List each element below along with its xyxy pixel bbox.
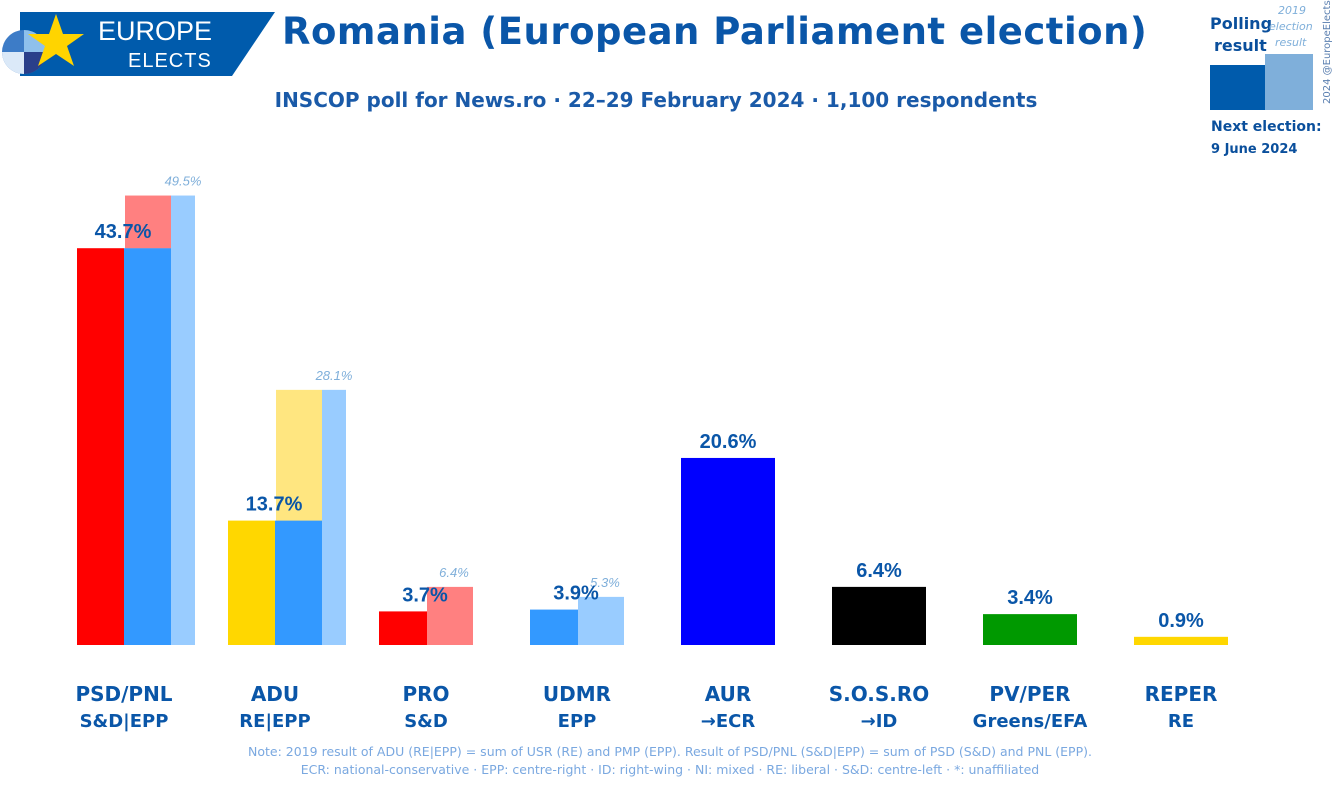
prev-bar-0-seg-1: [125, 195, 171, 249]
value-label-0: 43.7%: [95, 221, 152, 243]
legend-prev-line2: election: [1269, 20, 1313, 33]
legend-swatch-previous: [1265, 54, 1313, 110]
legend-prev-line3: result: [1275, 36, 1307, 49]
category-name-1: ADU: [250, 682, 300, 706]
bar-6: [983, 614, 1077, 645]
legend-next-election-label: Next election:: [1211, 119, 1322, 135]
prev-value-label-1: 28.1%: [315, 368, 353, 383]
category-name-4: AUR: [704, 682, 752, 706]
logo-text-europe: EUROPE: [98, 16, 212, 46]
legend-next-election-date: 9 June 2024: [1211, 142, 1298, 157]
prev-bar-0-seg-0: [125, 248, 171, 646]
bar-5: [832, 586, 926, 645]
prev-bar-2-seg-0: [427, 586, 473, 645]
prev-bar-1-edge: [322, 389, 346, 645]
note-line-1: Note: 2019 result of ADU (RE|EPP) = sum …: [248, 744, 1092, 759]
bar-4: [681, 457, 775, 645]
category-group-4: →ECR: [700, 711, 756, 732]
prev-value-label-0: 49.5%: [165, 174, 202, 189]
europe-elects-logo: EUROPE ELECTS: [0, 0, 280, 78]
prev-value-label-2: 6.4%: [439, 565, 469, 580]
category-name-0: PSD/PNL: [75, 682, 173, 706]
legend-polling-line2: result: [1214, 36, 1267, 55]
category-name-3: UDMR: [542, 682, 612, 706]
category-group-7: RE: [1167, 711, 1195, 732]
legend-prev-line1: 2019: [1278, 4, 1306, 17]
value-label-5: 6.4%: [856, 560, 902, 582]
chart-title: Romania (European Parliament election): [282, 10, 1148, 53]
chart-subtitle: INSCOP poll for News.ro · 22–29 February…: [274, 88, 1038, 112]
legend-polling-line1: Polling: [1210, 14, 1273, 33]
value-label-7: 0.9%: [1158, 610, 1204, 632]
value-label-6: 3.4%: [1007, 587, 1053, 609]
prev-bar-1-seg-1: [276, 389, 322, 521]
legend-swatch-polling: [1210, 65, 1265, 110]
category-group-3: EPP: [557, 711, 597, 732]
category-name-2: PRO: [402, 682, 450, 706]
legend: Polling result 2019 election result 2024…: [1200, 0, 1334, 170]
bar-0-part-a: [77, 248, 124, 646]
note-line-2: ECR: national-conservative · EPP: centre…: [300, 762, 1040, 777]
value-label-4: 20.6%: [700, 431, 757, 453]
category-group-2: S&D: [404, 711, 448, 732]
prev-bar-0-edge: [171, 195, 195, 646]
bar-1-part-a: [228, 520, 275, 645]
logo-text-elects: ELECTS: [128, 50, 212, 72]
category-name-6: PV/PER: [989, 682, 1071, 706]
category-name-5: S.O.S.RO: [828, 682, 930, 706]
prev-value-label-3: 5.3%: [590, 575, 620, 590]
category-group-0: S&D|EPP: [79, 711, 169, 732]
prev-bar-1-seg-0: [276, 520, 322, 645]
value-label-1: 13.7%: [246, 494, 303, 516]
value-label-3: 3.9%: [553, 583, 599, 605]
prev-bar-3-seg-0: [578, 596, 624, 645]
category-name-7: REPER: [1144, 682, 1218, 706]
bar-7: [1134, 636, 1228, 645]
category-group-5: →ID: [860, 711, 898, 732]
category-group-1: RE|EPP: [239, 711, 311, 732]
category-group-6: Greens/EFA: [972, 711, 1088, 732]
value-label-2: 3.7%: [402, 584, 448, 606]
